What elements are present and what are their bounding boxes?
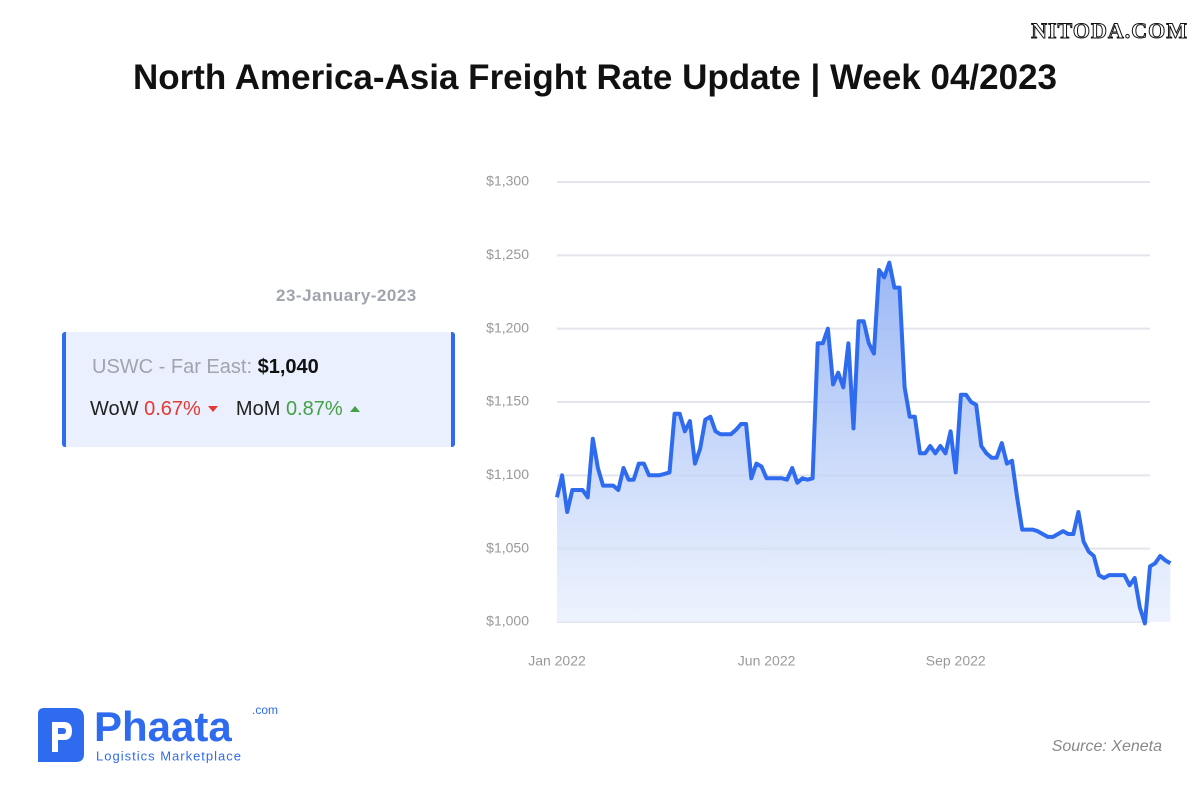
mom-label: MoM — [235, 398, 281, 420]
y-tick-label: $1,100 — [486, 466, 529, 482]
logo: Phaata .com Logistics Marketplace — [38, 703, 278, 763]
y-tick-label: $1,000 — [486, 613, 529, 629]
chart-title: North America-Asia Freight Rate Update |… — [133, 58, 1057, 97]
y-tick-label: $1,200 — [486, 319, 529, 335]
line — [555, 260, 1172, 626]
logo-tagline: Logistics Marketplace — [96, 748, 242, 763]
x-tick-label: Sep 2022 — [926, 653, 986, 669]
source: Source: Xeneta — [1051, 738, 1162, 755]
changes: WoW 0.67% MoM 0.87% — [90, 398, 361, 421]
y-tick-label: $1,050 — [486, 539, 529, 555]
wow-label: WoW — [90, 398, 139, 420]
route: USWC - Far East: — [92, 356, 253, 378]
x-tick-label: Jan 2022 — [528, 653, 586, 669]
wow: 0.67% — [144, 398, 201, 420]
price: $1,040 — [257, 356, 319, 378]
chart: $1,000 $1,050 $1,100 $1,150 $1,200 $1,250 $1,3… — [486, 173, 1172, 669]
up-arrow — [350, 406, 361, 412]
down-arrow — [208, 406, 219, 412]
watermark: NITODA.COM — [1031, 18, 1188, 44]
y-tick-label: $1,150 — [486, 393, 529, 409]
logo-p — [52, 722, 72, 752]
x-tick-label: Jun 2022 — [738, 653, 796, 669]
route-line: USWC - Far East: $1,040 — [92, 356, 319, 379]
date: 23-January-2023 — [276, 286, 417, 305]
price-card: USWC - Far East: $1,040 WoW 0.67% MoM 0.… — [62, 332, 455, 447]
y-tick-label: $1,250 — [486, 246, 529, 262]
area — [557, 262, 1171, 624]
logo-name: Phaata — [94, 703, 232, 750]
logo-suffix: .com — [252, 703, 278, 717]
y-tick-label: $1,300 — [486, 173, 529, 189]
mom: 0.87% — [285, 398, 343, 420]
